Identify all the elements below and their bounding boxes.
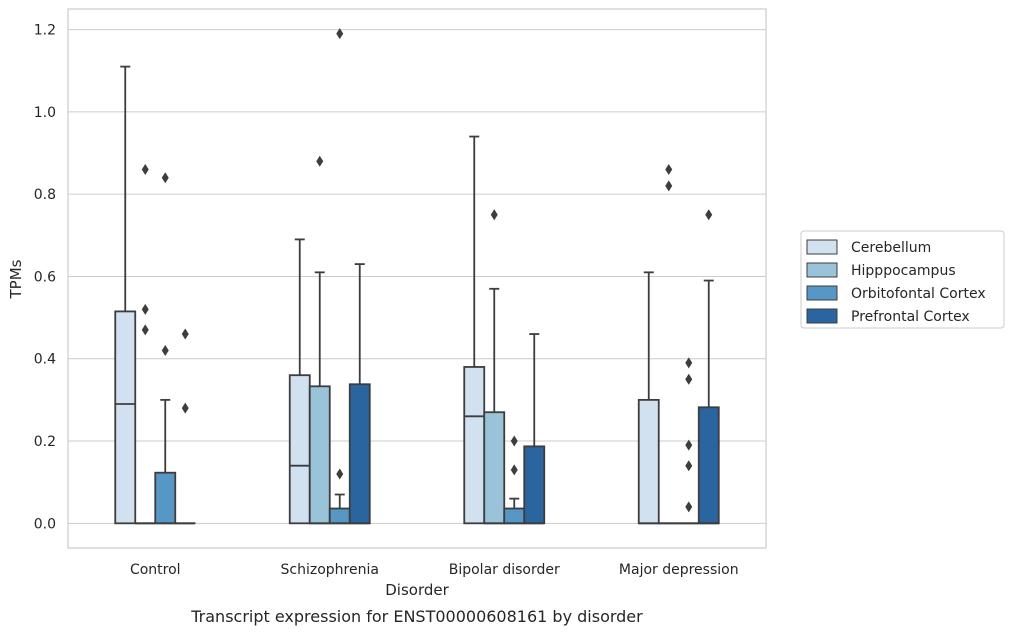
- y-axis-ticks: 0.0 0.2 0.4 0.6 0.8 1.0 1.2: [34, 23, 56, 533]
- outlier-marker: [685, 501, 693, 513]
- box-cerebellum: [288, 238, 311, 525]
- outlier-marker: [685, 460, 693, 472]
- box-body: [463, 366, 486, 525]
- box-series: [114, 28, 720, 525]
- legend-swatch: [806, 239, 838, 255]
- outlier-marker: [161, 172, 169, 184]
- y-tick-label: 0.8: [34, 187, 56, 203]
- box-body: [114, 310, 137, 525]
- legend-item: Orbitofontal Cortex: [806, 285, 986, 302]
- box-prefrontal-cortex: [348, 263, 371, 525]
- box-body: [503, 507, 526, 525]
- box-hipppocampus: [483, 209, 506, 525]
- box-body: [523, 445, 546, 525]
- outlier-marker: [336, 28, 344, 40]
- y-tick-label: 0.2: [34, 434, 56, 450]
- box-orbitofontal-cortex: [678, 357, 699, 525]
- legend-label: Prefrontal Cortex: [851, 309, 970, 325]
- outlier-marker: [510, 464, 518, 476]
- outlier-marker: [665, 180, 673, 192]
- y-tick-label: 1.2: [34, 23, 56, 39]
- grid-lines: [68, 29, 766, 524]
- legend: Cerebellum Hipppocampus Orbitofontal Corte…: [800, 230, 1005, 329]
- x-tick-label: Schizophrenia: [281, 562, 379, 578]
- box-body: [483, 411, 506, 525]
- box-hipppocampus: [135, 163, 156, 525]
- box-body: [697, 406, 720, 525]
- outlier-marker: [705, 209, 713, 221]
- outlier-marker: [181, 328, 189, 340]
- y-axis-label: TPMs: [7, 259, 25, 299]
- x-axis-label: Disorder: [385, 581, 449, 599]
- plot-frame: [67, 8, 767, 549]
- outlier-marker: [141, 324, 149, 336]
- outlier-marker: [161, 345, 169, 357]
- legend-label: Hipppocampus: [851, 263, 956, 279]
- outlier-marker: [685, 357, 693, 369]
- box-hipppocampus: [308, 155, 331, 525]
- box-prefrontal-cortex: [697, 209, 720, 525]
- y-tick-label: 0.6: [34, 269, 56, 285]
- y-tick-label: 0.0: [34, 516, 56, 532]
- box-prefrontal-cortex: [175, 328, 196, 525]
- x-axis-ticks: Control Schizophrenia Bipolar disorder Majo…: [130, 562, 739, 578]
- legend-swatch: [806, 285, 838, 301]
- box-cerebellum: [114, 65, 137, 525]
- legend-item: Hipppocampus: [806, 262, 956, 279]
- box-body: [308, 385, 331, 525]
- x-tick-label: Control: [130, 562, 181, 578]
- y-tick-label: 0.4: [34, 352, 56, 368]
- legend-item: Prefrontal Cortex: [806, 308, 970, 325]
- box-orbitofontal-cortex: [503, 435, 526, 525]
- legend-frame: [800, 230, 1005, 329]
- outlier-marker: [336, 468, 344, 480]
- outlier-marker: [685, 373, 693, 385]
- box-body: [154, 471, 177, 525]
- outlier-marker: [141, 163, 149, 175]
- legend-swatch: [806, 308, 838, 324]
- box-body: [637, 398, 660, 525]
- y-tick-label: 1.0: [34, 105, 56, 121]
- box-hipppocampus: [658, 163, 679, 525]
- chart-caption: Transcript expression for ENST0000060816…: [190, 607, 643, 626]
- legend-item: Cerebellum: [806, 239, 931, 256]
- box-orbitofontal-cortex: [154, 172, 177, 525]
- legend-swatch: [806, 262, 838, 278]
- box-body: [328, 507, 351, 525]
- x-tick-label: Bipolar disorder: [449, 562, 560, 578]
- box-prefrontal-cortex: [523, 333, 546, 525]
- x-tick-label: Major depression: [619, 562, 739, 578]
- outlier-marker: [665, 163, 673, 175]
- legend-label: Orbitofontal Cortex: [851, 286, 986, 302]
- legend-label: Cerebellum: [851, 240, 931, 256]
- box-body: [348, 383, 371, 525]
- outlier-marker: [181, 402, 189, 414]
- outlier-marker: [141, 303, 149, 315]
- box-body: [288, 374, 311, 525]
- outlier-marker: [510, 435, 518, 447]
- outlier-marker: [316, 155, 324, 167]
- outlier-marker: [490, 209, 498, 221]
- box-orbitofontal-cortex: [328, 28, 351, 525]
- outlier-marker: [685, 439, 693, 451]
- box-cerebellum: [637, 271, 660, 525]
